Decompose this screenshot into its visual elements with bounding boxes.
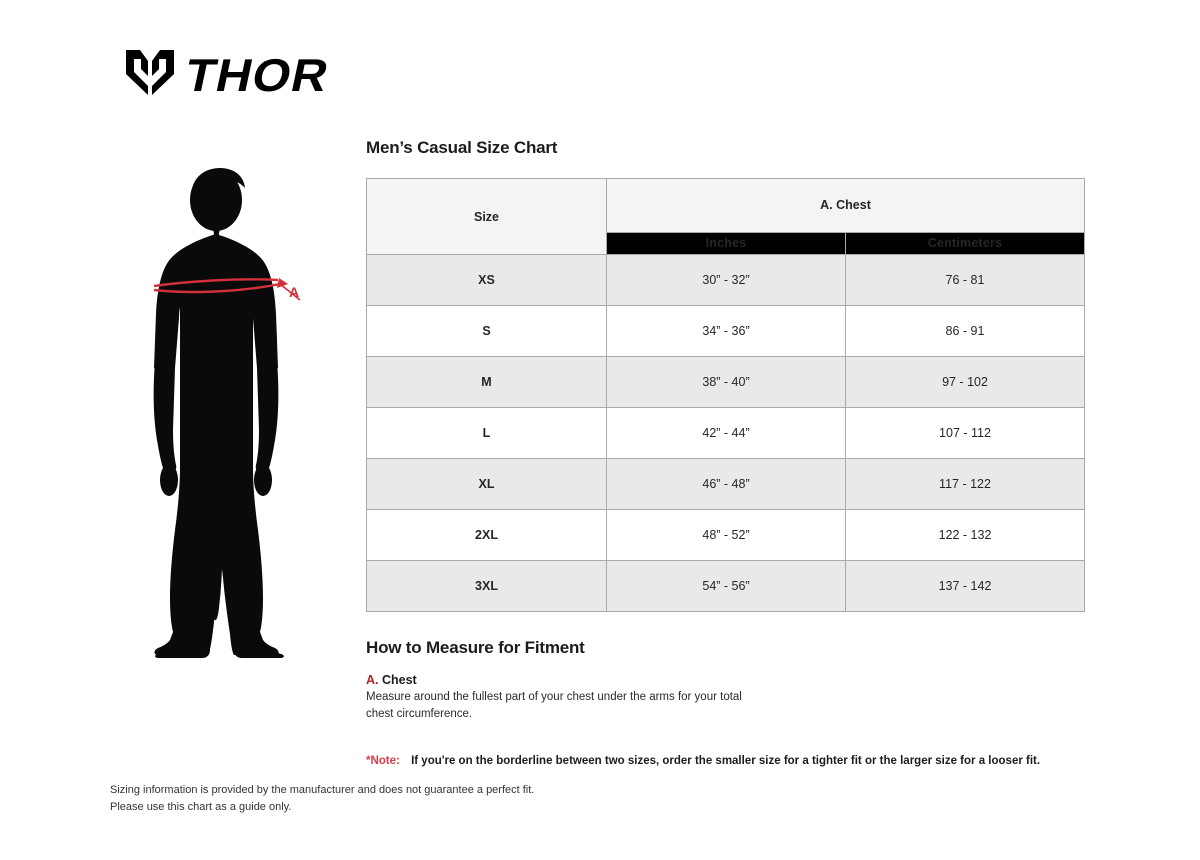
cell-size: S: [366, 305, 607, 357]
table-row: L 42” - 44” 107 - 112: [366, 407, 1086, 459]
cell-centimeters: 76 - 81: [844, 254, 1086, 306]
measure-item-description: Measure around the fullest part of your …: [366, 691, 742, 720]
column-group-header-chest: A. Chest: [605, 178, 1086, 233]
table-row: 2XL 48” - 52” 122 - 132: [366, 509, 1086, 561]
table-row: 3XL 54” - 56” 137 - 142: [366, 560, 1086, 612]
size-chart-area: Men’s Casual Size Chart Size A. Chest In…: [366, 138, 1086, 767]
note-key: *Note:: [366, 755, 400, 768]
cell-inches: 48” - 52”: [606, 509, 846, 561]
column-header-centimeters: Centimeters: [844, 231, 1086, 256]
column-header-size: Size: [366, 178, 607, 255]
body-silhouette-figure: [130, 168, 330, 658]
thor-helmet-mark-icon: [124, 46, 176, 103]
cell-inches: 30” - 32”: [606, 254, 846, 306]
page-title: Men’s Casual Size Chart: [366, 138, 558, 157]
male-body-silhouette-icon: [153, 168, 301, 658]
cell-centimeters: 97 - 102: [844, 356, 1086, 408]
cell-size: XS: [366, 254, 607, 306]
cell-centimeters: 86 - 91: [844, 305, 1086, 357]
cell-centimeters: 107 - 112: [844, 407, 1086, 459]
table-head: Size A. Chest Inches Centimeters: [366, 178, 1086, 256]
size-chart-table: Size A. Chest Inches Centimeters XS 30” …: [366, 178, 1086, 612]
chest-measure-line-icon: [153, 278, 301, 301]
note-text: If you're on the borderline between two …: [411, 755, 1041, 768]
brand-wordmark: THOR: [180, 48, 334, 101]
cell-inches: 38” - 40”: [606, 356, 846, 408]
cell-size: 2XL: [366, 509, 607, 561]
cell-size: L: [366, 407, 607, 459]
cell-inches: 46” - 48”: [606, 458, 846, 510]
disclaimer-line-2: Please use this chart as a guide only.: [110, 800, 292, 813]
measure-item-key: A.: [366, 673, 379, 687]
table-row: S 34” - 36” 86 - 91: [366, 305, 1086, 357]
how-to-measure-heading: How to Measure for Fitment: [366, 638, 585, 657]
cell-size: 3XL: [366, 560, 607, 612]
table-row: M 38” - 40” 97 - 102: [366, 356, 1086, 408]
how-to-measure-section: How to Measure for Fitment A. Chest Meas…: [366, 638, 1084, 767]
cell-inches: 42” - 44”: [606, 407, 846, 459]
footer-disclaimer: Sizing information is provided by the ma…: [110, 782, 534, 815]
column-header-inches: Inches: [606, 231, 846, 256]
measure-item-title: A. Chest: [366, 673, 1084, 687]
cell-centimeters: 122 - 132: [844, 509, 1086, 561]
cell-inches: 54” - 56”: [606, 560, 846, 612]
measure-marker-a-label: A: [289, 284, 300, 300]
brand-logo: THOR: [124, 46, 334, 103]
cell-inches: 34” - 36”: [606, 305, 846, 357]
table-row: XL 46” - 48” 117 - 122: [366, 458, 1086, 510]
table-body: XS 30” - 32” 76 - 81 S 34” - 36” 86 - 91…: [366, 254, 1086, 612]
disclaimer-line-1: Sizing information is provided by the ma…: [110, 784, 535, 796]
cell-size: M: [366, 356, 607, 408]
note-line: *Note: If you're on the borderline betwe…: [366, 755, 1084, 767]
table-row: XS 30” - 32” 76 - 81: [366, 254, 1086, 306]
cell-centimeters: 117 - 122: [844, 458, 1086, 510]
measure-item-name: Chest: [381, 673, 417, 687]
cell-size: XL: [366, 458, 607, 510]
cell-centimeters: 137 - 142: [844, 560, 1086, 612]
